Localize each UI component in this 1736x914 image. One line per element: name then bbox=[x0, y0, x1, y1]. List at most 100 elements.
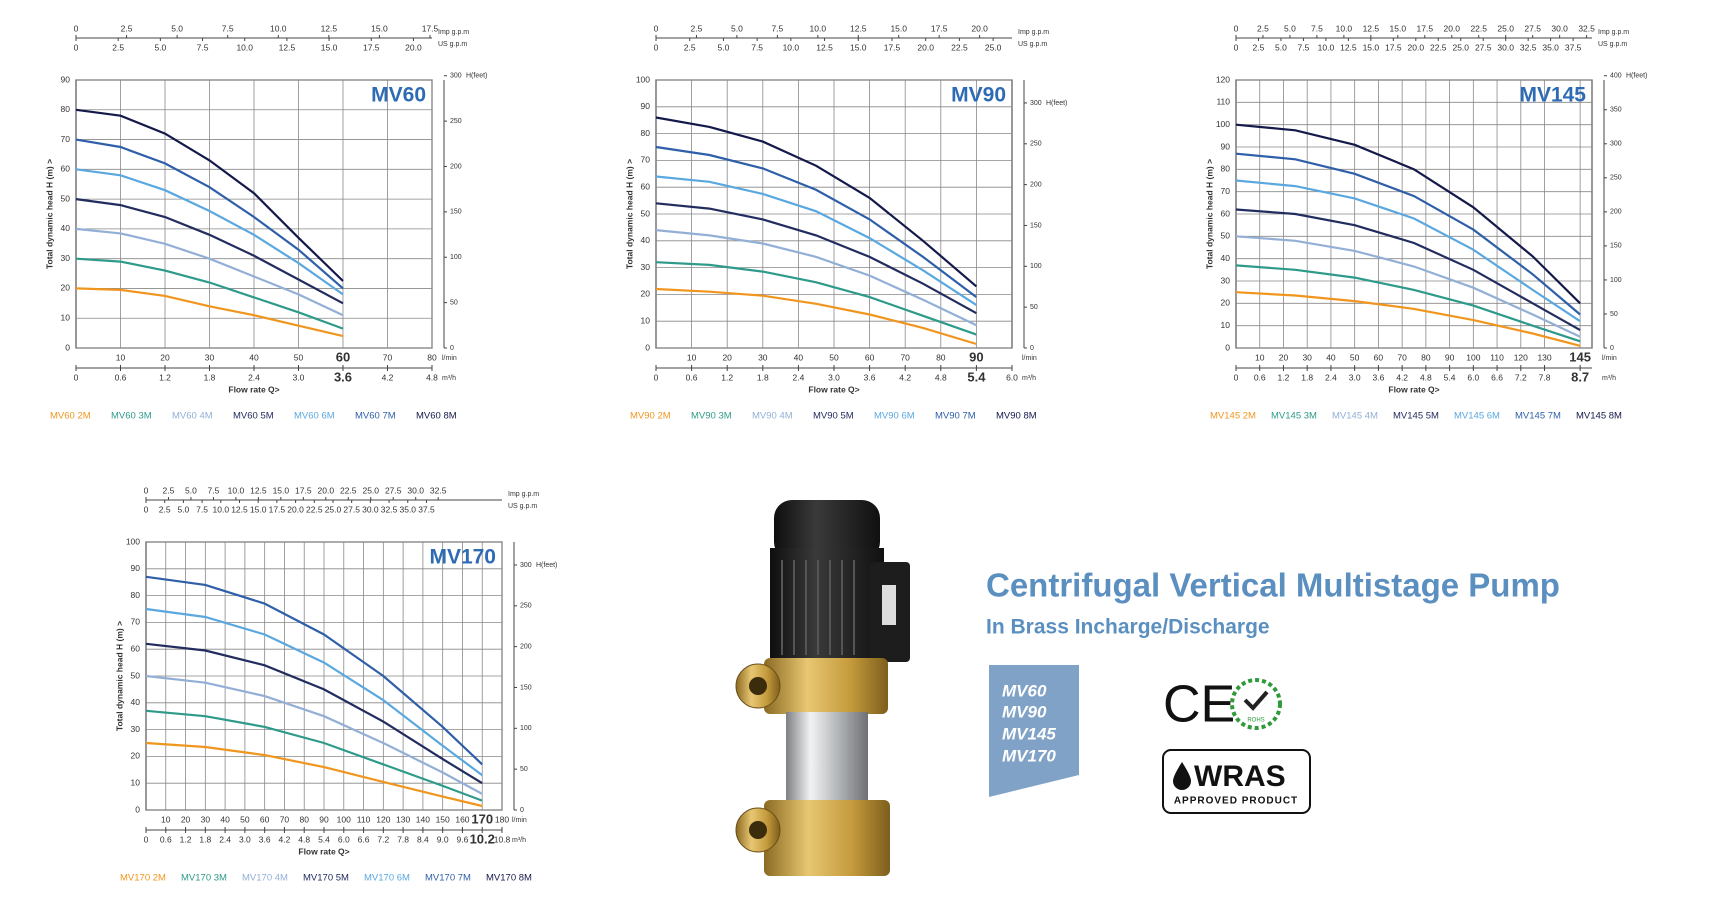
x2-tick-label: 1.8 bbox=[757, 372, 769, 382]
x2-tick-label: 4.8 bbox=[298, 834, 310, 844]
rohs-label: ROHS bbox=[1247, 718, 1264, 724]
x2-tick-label: 5.4 bbox=[318, 834, 330, 844]
y2-tick-label: 250 bbox=[1610, 175, 1622, 182]
x2-tick-label: 3.6 bbox=[864, 372, 876, 382]
legend-entry: MV60 2M bbox=[50, 411, 91, 422]
x4-tick-label: 0 bbox=[654, 42, 659, 52]
y-tick-label: 0 bbox=[645, 342, 650, 352]
x2-tick-label: 1.2 bbox=[159, 372, 171, 382]
x-tick-label: 60 bbox=[260, 814, 270, 824]
series-line bbox=[655, 229, 977, 327]
x4-tick-label: 17.5 bbox=[884, 42, 901, 52]
legend-entry: MV145 3M bbox=[1271, 411, 1317, 422]
x4-tick-label: 10.0 bbox=[783, 42, 800, 52]
series-line bbox=[655, 287, 977, 346]
x4-tick-label: 10.0 bbox=[1318, 42, 1335, 52]
legend-entry: MV60 8M bbox=[416, 411, 457, 422]
x-tick-label: 90 bbox=[319, 814, 329, 824]
x2-tick-label: 2.4 bbox=[219, 834, 231, 844]
y-tick-label: 50 bbox=[61, 193, 71, 203]
x-tick-label: 60 bbox=[865, 352, 875, 362]
x-unit: l/min bbox=[512, 817, 527, 824]
x4-tick-label: 12.5 bbox=[231, 504, 248, 514]
x-tick-label: 10 bbox=[161, 814, 171, 824]
y2-tick-label: 300 bbox=[450, 73, 462, 80]
y2-tick-label: 300 bbox=[1610, 141, 1622, 148]
legend-entry: MV145 6M bbox=[1454, 411, 1500, 422]
y2-tick-label: 100 bbox=[520, 725, 532, 732]
x2-tick-label: 6.0 bbox=[1467, 372, 1479, 382]
x3-tick-label: 32.5 bbox=[430, 485, 447, 495]
y-tick-label: 60 bbox=[61, 164, 71, 174]
y2-axis-title: H(feet) bbox=[536, 562, 557, 569]
series-line bbox=[655, 261, 977, 336]
chart: 0 10 20 30 40 50 60 70 80 90 10 20 30 40 50 60 70 80 l/min… bbox=[44, 23, 487, 421]
y-axis-title: Total dynamic head H (m) > bbox=[114, 621, 124, 731]
x2-tick-label: 7.2 bbox=[1515, 372, 1527, 382]
series-line bbox=[655, 175, 978, 307]
x2-tick-label: 1.2 bbox=[721, 372, 733, 382]
x3-tick-label: 15.0 bbox=[273, 485, 290, 495]
x2-tick-label: 0.6 bbox=[115, 372, 127, 382]
x4-tick-label: 2.5 bbox=[159, 504, 171, 514]
x2-tick-label: 8.4 bbox=[417, 834, 429, 844]
y-tick-label: 50 bbox=[1221, 231, 1231, 241]
product-title: Centrifugal Vertical Multistage Pump bbox=[986, 567, 1560, 604]
x3-tick-label: 15.0 bbox=[890, 23, 907, 33]
series-line bbox=[145, 709, 483, 802]
x4-tick-label: 5.0 bbox=[154, 42, 166, 52]
x-tick-label: 20 bbox=[181, 814, 191, 824]
x3-tick-label: 2.5 bbox=[1257, 23, 1269, 33]
x3-tick-label: 2.5 bbox=[691, 23, 703, 33]
chart: 0 10 20 30 40 50 60 70 80 90 100 10 20 30 40 50 60 70 80 90… bbox=[624, 23, 1067, 421]
x3-tick-label: 7.5 bbox=[222, 23, 234, 33]
x4-tick-label: 0 bbox=[74, 42, 79, 52]
x4-tick-label: 20.0 bbox=[917, 42, 934, 52]
x-tick-label: 110 bbox=[1490, 352, 1504, 362]
x-tick-label: 60 bbox=[336, 349, 350, 364]
x-tick-label: 30 bbox=[201, 814, 211, 824]
x2-tick-label: 2.4 bbox=[1325, 372, 1337, 382]
x-tick-label: 90 bbox=[969, 349, 983, 364]
series-line bbox=[75, 138, 344, 290]
x-tick-label: 20 bbox=[160, 352, 170, 362]
y2-tick-label: 350 bbox=[1610, 107, 1622, 114]
wras-badge bbox=[1162, 749, 1311, 814]
y2-tick-label: 100 bbox=[450, 254, 462, 261]
x2-tick-label: 1.8 bbox=[204, 372, 216, 382]
y2-tick-label: 150 bbox=[520, 684, 532, 691]
x-tick-label: 30 bbox=[758, 352, 768, 362]
legend-entry: MV145 4M bbox=[1332, 411, 1378, 422]
x2-tick-label: 7.8 bbox=[397, 834, 409, 844]
y-tick-label: 50 bbox=[131, 670, 141, 680]
y-tick-label: 70 bbox=[641, 155, 651, 165]
x-tick-label: 20 bbox=[722, 352, 732, 362]
y2-tick-label: 150 bbox=[450, 209, 462, 216]
x4-tick-label: 12.5 bbox=[1340, 42, 1357, 52]
legend-entry: MV90 8M bbox=[996, 411, 1037, 422]
y-tick-label: 120 bbox=[1216, 74, 1230, 84]
legend-entry: MV90 5M bbox=[813, 411, 854, 422]
x4-tick-label: 2.5 bbox=[1253, 42, 1265, 52]
product-subtitle: In Brass Incharge/Discharge bbox=[986, 616, 1270, 639]
y-tick-label: 10 bbox=[61, 312, 71, 322]
y-tick-label: 60 bbox=[641, 181, 651, 191]
x-tick-label: 100 bbox=[1466, 352, 1480, 362]
x2-tick-label: 5.4 bbox=[967, 369, 986, 384]
x4-tick-label: 5.0 bbox=[177, 504, 189, 514]
x3-unit: Imp g.p.m bbox=[1018, 29, 1049, 36]
x2-tick-label: 0 bbox=[654, 372, 659, 382]
y-tick-label: 100 bbox=[126, 536, 140, 546]
x-unit: l/min bbox=[1602, 355, 1617, 362]
x-tick-label: 145 bbox=[1569, 349, 1591, 364]
x-tick-label: 70 bbox=[900, 352, 910, 362]
y2-tick-label: 300 bbox=[520, 562, 532, 569]
series-line bbox=[75, 287, 344, 338]
x2-unit: m³/h bbox=[1602, 375, 1616, 382]
x2-tick-label: 3.6 bbox=[1372, 372, 1384, 382]
y-tick-label: 80 bbox=[131, 590, 141, 600]
x3-tick-label: 10.0 bbox=[810, 23, 827, 33]
x2-tick-label: 3.0 bbox=[293, 372, 305, 382]
x-tick-label: 90 bbox=[1445, 352, 1455, 362]
y-tick-label: 70 bbox=[1221, 186, 1231, 196]
